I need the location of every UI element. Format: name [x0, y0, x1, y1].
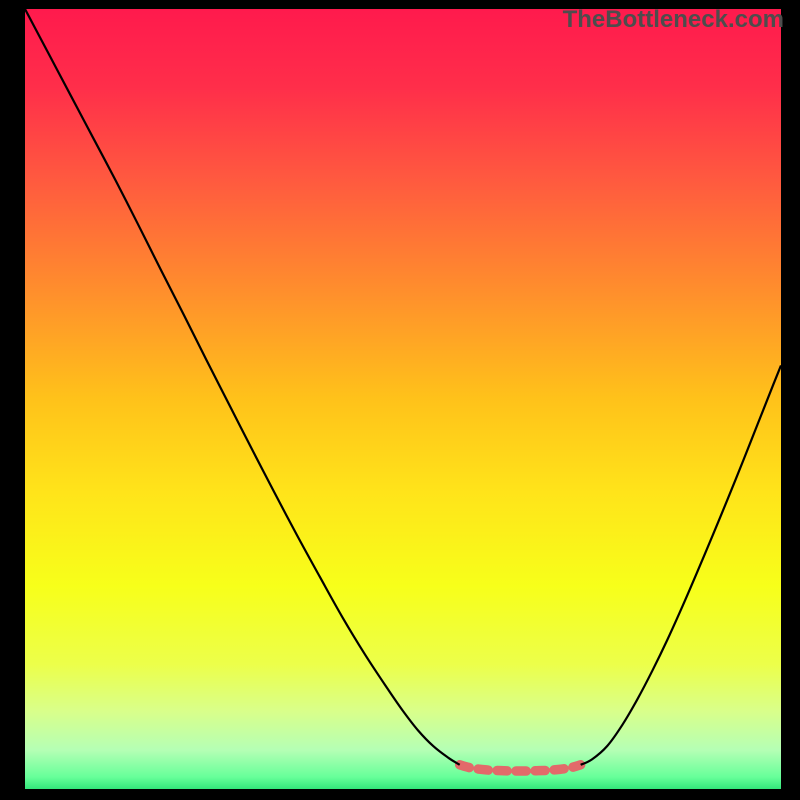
plot-area: [25, 9, 781, 789]
watermark-text: TheBottleneck.com: [563, 6, 784, 34]
bottleneck-curve-chart: [25, 9, 781, 789]
chart-container: TheBottleneck.com: [0, 0, 800, 800]
gradient-background: [25, 9, 781, 789]
